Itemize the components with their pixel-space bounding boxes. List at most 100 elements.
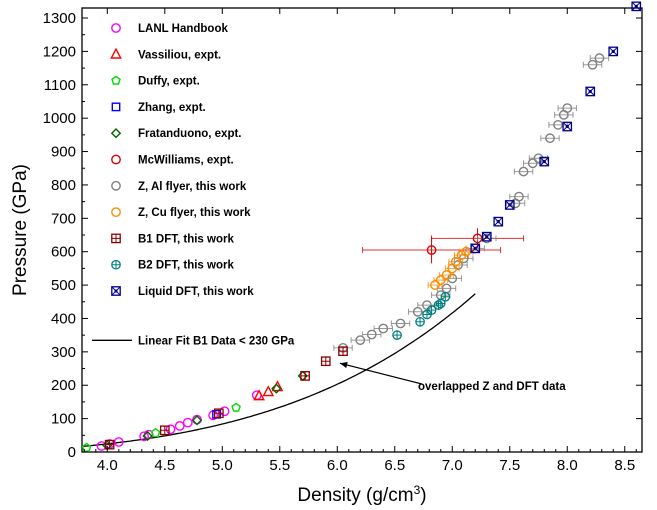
y-axis-title: Pressure (GPa) bbox=[10, 164, 31, 296]
marker-dot bbox=[611, 49, 615, 53]
data-point bbox=[470, 243, 481, 254]
y-tick-label: 800 bbox=[51, 177, 76, 194]
data-point bbox=[585, 86, 596, 97]
marker-dot bbox=[634, 4, 638, 8]
marker-cross bbox=[111, 234, 121, 243]
marker-box bbox=[539, 156, 550, 167]
marker-dot bbox=[588, 89, 592, 94]
annotation-label: overlapped Z and DFT data bbox=[418, 381, 566, 393]
data-point bbox=[450, 256, 461, 267]
data-point bbox=[139, 431, 149, 442]
legend-symbol bbox=[110, 128, 122, 139]
marker-box bbox=[111, 286, 121, 296]
marker-cross bbox=[427, 305, 436, 315]
legend-label: Linear Fit B1 Data < 230 GPa bbox=[138, 335, 295, 347]
data-point bbox=[219, 406, 230, 417]
data-point bbox=[191, 415, 203, 426]
fit-curve-layer bbox=[81, 293, 476, 448]
legend-label: McWilliams, expt. bbox=[138, 155, 234, 167]
plot-border bbox=[81, 7, 643, 453]
y-tick-label: 1100 bbox=[44, 77, 76, 94]
data-point bbox=[587, 59, 598, 70]
marker-cross bbox=[214, 409, 224, 418]
x-axis-title: Density (g/cm3) bbox=[297, 483, 426, 506]
x-tick-label: 4.5 bbox=[154, 457, 175, 474]
legend-label: Zhang, expt. bbox=[138, 102, 206, 114]
data-point bbox=[527, 158, 538, 169]
marker-cross bbox=[300, 371, 310, 381]
data-point bbox=[562, 103, 573, 114]
plot-area bbox=[81, 7, 643, 453]
data-point bbox=[533, 153, 544, 164]
legend-label: LANL Handbook bbox=[138, 23, 228, 35]
data-point bbox=[395, 318, 406, 329]
data-point bbox=[435, 275, 446, 285]
y-tick-label: 900 bbox=[51, 144, 76, 161]
legend-symbol bbox=[111, 75, 121, 85]
x-tick-label: 6.0 bbox=[327, 457, 348, 474]
data-point bbox=[435, 298, 446, 309]
data-point bbox=[320, 356, 331, 367]
y-tick-label: 500 bbox=[51, 277, 76, 294]
series-5 bbox=[362, 228, 525, 264]
data-point bbox=[355, 335, 366, 346]
series-6 bbox=[333, 53, 610, 353]
legend-symbol bbox=[111, 23, 121, 33]
legend-symbol bbox=[111, 259, 121, 270]
data-point bbox=[440, 291, 451, 302]
x-tick-label: 4.0 bbox=[97, 457, 118, 474]
data-point bbox=[514, 191, 524, 202]
data-point bbox=[426, 305, 437, 315]
marker-box bbox=[631, 1, 642, 12]
legend-symbol bbox=[111, 233, 121, 244]
series-4 bbox=[102, 370, 308, 451]
y-tick-label: 1000 bbox=[43, 110, 76, 127]
data-point bbox=[518, 166, 529, 177]
marker-dot bbox=[508, 203, 512, 207]
marker-cross bbox=[441, 292, 450, 301]
data-point bbox=[253, 389, 265, 401]
legend-symbol bbox=[110, 47, 122, 59]
data-point bbox=[213, 408, 224, 419]
marker-dot bbox=[114, 289, 118, 293]
data-point bbox=[504, 200, 515, 210]
annotation-arrow bbox=[339, 362, 423, 385]
series-7 bbox=[427, 246, 474, 290]
data-point bbox=[81, 442, 92, 452]
data-point bbox=[366, 329, 377, 340]
data-point bbox=[441, 270, 452, 280]
x-tick-label: 7.0 bbox=[442, 457, 463, 474]
marker-box bbox=[470, 243, 481, 254]
marker-cross bbox=[105, 440, 114, 449]
y-tick-label: 300 bbox=[51, 344, 76, 361]
marker-dot bbox=[542, 159, 546, 164]
x-tick-label: 6.5 bbox=[384, 457, 405, 474]
legend-label: B1 DFT, this work bbox=[138, 233, 234, 245]
legend-label: B2 DFT, this work bbox=[138, 260, 234, 272]
data-point bbox=[271, 383, 282, 394]
data-point bbox=[430, 280, 440, 290]
legend-label: Fratanduono, expt. bbox=[138, 128, 242, 140]
y-tick-label: 1300 bbox=[43, 10, 76, 27]
data-point bbox=[165, 424, 176, 435]
x-tick-label: 8.0 bbox=[557, 457, 578, 474]
marker-dot bbox=[485, 235, 489, 239]
marker-box bbox=[608, 46, 619, 57]
data-points-layer bbox=[81, 1, 642, 452]
data-point bbox=[539, 156, 550, 167]
data-point bbox=[493, 216, 504, 227]
marker-cross bbox=[111, 260, 121, 269]
axis-ticks: 4.0 4.5 5.0 5.5 6.0 6.5 7.0 7.5 8.0 8.5 0 100 200 300… bbox=[43, 8, 642, 474]
x-tick-label: 8.5 bbox=[614, 457, 635, 474]
y-tick-label: 400 bbox=[51, 310, 76, 327]
data-point bbox=[426, 245, 437, 255]
marker-box bbox=[493, 216, 504, 227]
data-point bbox=[481, 231, 492, 242]
marker-box bbox=[585, 86, 596, 97]
legend-label: Z, Al flyer, this work bbox=[138, 181, 247, 193]
fit-curve bbox=[81, 293, 476, 448]
legend-symbol bbox=[111, 180, 121, 191]
legend-label: Liquid DFT, this work bbox=[138, 286, 254, 298]
data-point bbox=[378, 323, 389, 334]
